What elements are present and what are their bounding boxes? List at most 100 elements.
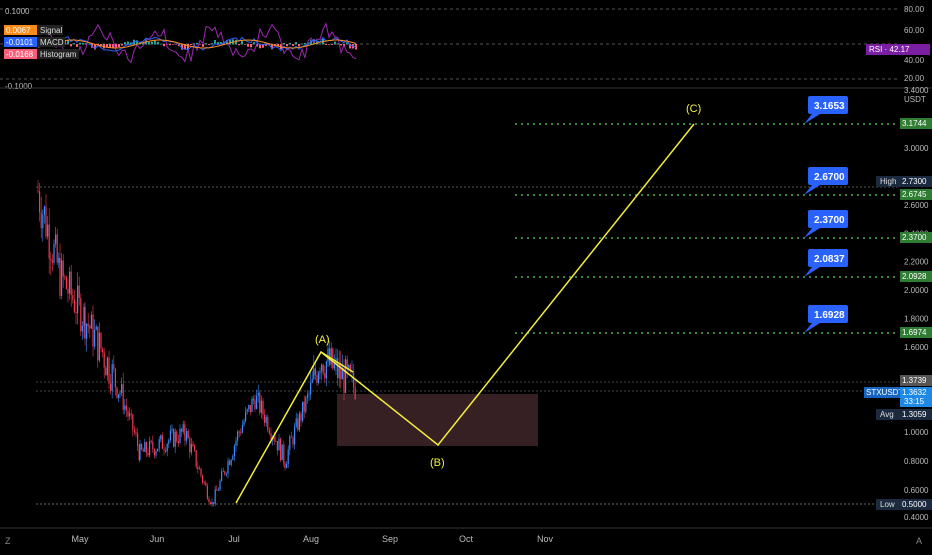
candle-body-163 [294, 426, 296, 445]
candle-body-34 [90, 314, 92, 329]
candle-body-95 [186, 431, 188, 441]
signal-legend-bg [37, 25, 63, 35]
axis-tag-symbol-price-bg [900, 387, 932, 407]
candle-body-183 [325, 361, 327, 379]
candle-body-35 [92, 314, 94, 347]
wave-b-zone[interactable] [337, 394, 538, 446]
candle-body-17 [64, 276, 66, 278]
candle-body-148 [270, 433, 272, 440]
candle-body-135 [249, 405, 251, 413]
candle-body-143 [262, 400, 264, 415]
macd-hist-bar [109, 44, 111, 48]
candle-body-30 [84, 306, 86, 339]
price-tick-label-11: 0.4000 [904, 513, 929, 522]
candle-body-122 [229, 460, 231, 465]
candle-body-180 [321, 364, 323, 372]
candle-body-131 [243, 421, 245, 426]
indicator-pane: 0.1000 -0.1000 0.0067 Signal -0.0101 MAC… [0, 5, 930, 91]
target-callout-4[interactable]: 2.0837 [804, 249, 848, 277]
candle-body-85 [171, 429, 173, 431]
candle-body-117 [221, 471, 223, 481]
candle-body-167 [300, 413, 302, 421]
price-tick-label-1: 3.0000 [904, 144, 929, 153]
candle-body-77 [158, 439, 160, 449]
candle-body-161 [290, 436, 292, 438]
candle-body-23 [73, 299, 75, 312]
candle-body-78 [160, 435, 162, 440]
candle-body-191 [338, 362, 340, 379]
macd-hist-bar [67, 39, 69, 45]
price-axis[interactable]: USDT 3.40003.00002.60002.40002.20002.000… [904, 86, 929, 522]
candle-body-1 [39, 191, 41, 213]
candle-body-66 [141, 444, 143, 450]
macd-hist-bar [181, 44, 183, 50]
candle-body-68 [144, 442, 146, 452]
axis-tag-symbol-bg [864, 387, 900, 398]
price-tick-label-5: 2.0000 [904, 286, 929, 295]
candle-body-97 [189, 438, 191, 453]
wave-projection-line[interactable] [235, 123, 695, 504]
candle-body-184 [327, 348, 329, 362]
candlestick-series [37, 179, 356, 507]
candle-body-150 [273, 436, 275, 441]
target-callout-3[interactable]: 2.3700 [804, 210, 848, 238]
target-callout-1[interactable]: 3.1653 [804, 96, 848, 124]
target-callout-5[interactable]: 1.6928 [804, 305, 848, 333]
timezone-icon[interactable]: Z [5, 536, 11, 546]
target-callout-3-pointer [804, 228, 820, 238]
candle-body-8 [50, 258, 52, 261]
macd-hist-bar [70, 44, 72, 47]
macd-hist-bar [160, 43, 162, 45]
auto-scale-icon[interactable]: A [916, 536, 922, 546]
axis-tag-low-label: Low [880, 500, 895, 509]
macd-hist-bar [217, 42, 219, 45]
candle-body-114 [216, 489, 218, 491]
price-tick-label-7: 1.6000 [904, 343, 929, 352]
candle-body-24 [75, 311, 77, 314]
macd-hist-bar [94, 44, 96, 50]
candle-body-169 [303, 401, 305, 412]
target-callout-1-pointer [804, 114, 820, 124]
candle-body-46 [110, 383, 112, 391]
macd-hist-bar [127, 41, 129, 45]
candle-body-128 [238, 431, 240, 433]
axis-tag-countdown: 33:15 [904, 397, 925, 406]
target-callout-2[interactable]: 2.6700 [804, 167, 848, 195]
macd-legend-label: MACD [40, 38, 64, 47]
target-callout-1-box [808, 96, 848, 114]
price-tick-label-8: 1.0000 [904, 428, 929, 437]
time-tick-label-5: Oct [459, 534, 474, 544]
axis-tag-avg-value: 1.3059 [902, 410, 927, 419]
candle-body-198 [349, 365, 351, 372]
macd-hist-bar [85, 43, 87, 45]
time-tick-label-4: Sep [382, 534, 398, 544]
macd-hist-bar [301, 43, 303, 45]
candle-body-166 [298, 413, 300, 430]
signal-legend-swatch [4, 25, 37, 35]
candle-body-110 [210, 502, 212, 504]
target-lines [515, 123, 898, 334]
candle-body-87 [174, 431, 176, 447]
candle-body-158 [286, 463, 288, 469]
candle-body-29 [83, 306, 85, 326]
candle-body-79 [161, 435, 163, 449]
rsi-tick-40: 40.00 [904, 56, 925, 65]
time-axis[interactable]: May Jun Jul Aug Sep Oct Nov [71, 534, 553, 544]
axis-tag-high-value: 2.7300 [902, 177, 927, 186]
candle-body-188 [333, 363, 335, 369]
macd-hist-bar [328, 44, 330, 45]
macd-hist-bar [253, 42, 255, 45]
price-tick-label-9: 0.8000 [904, 457, 929, 466]
candle-body-39 [98, 332, 100, 361]
macd-hist-bar [211, 43, 213, 45]
candle-body-98 [190, 443, 192, 453]
candle-body-141 [259, 392, 261, 413]
rsi-tick-60: 60.00 [904, 26, 925, 35]
axis-tag-target-2-value: 2.6745 [902, 190, 927, 199]
candle-body-61 [133, 429, 135, 433]
candle-body-123 [230, 459, 232, 465]
candle-body-52 [119, 393, 121, 395]
macd-hist-bar [208, 44, 210, 45]
